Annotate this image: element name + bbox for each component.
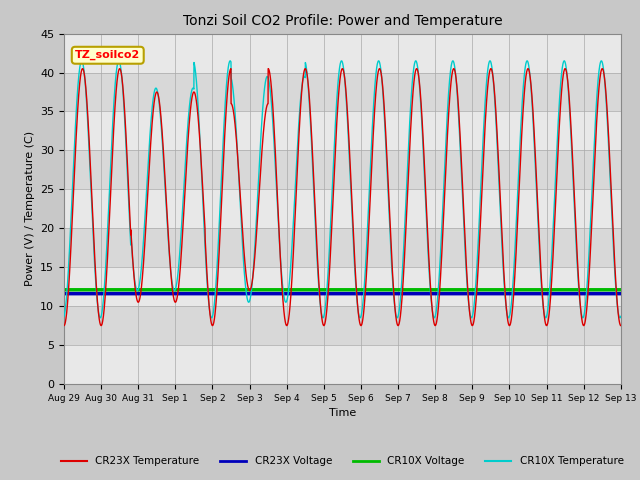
Bar [64, 267, 621, 306]
Legend: CR23X Temperature, CR23X Voltage, CR10X Voltage, CR10X Temperature: CR23X Temperature, CR23X Voltage, CR10X … [57, 452, 628, 470]
Bar [64, 150, 621, 189]
Y-axis label: Power (V) / Temperature (C): Power (V) / Temperature (C) [24, 131, 35, 287]
Text: TZ_soilco2: TZ_soilco2 [75, 50, 140, 60]
Bar [64, 345, 621, 384]
Bar [64, 189, 621, 228]
Title: Tonzi Soil CO2 Profile: Power and Temperature: Tonzi Soil CO2 Profile: Power and Temper… [182, 14, 502, 28]
Bar [64, 34, 621, 72]
Bar [64, 72, 621, 111]
Bar [64, 228, 621, 267]
Bar [64, 111, 621, 150]
X-axis label: Time: Time [329, 408, 356, 418]
Bar [64, 306, 621, 345]
